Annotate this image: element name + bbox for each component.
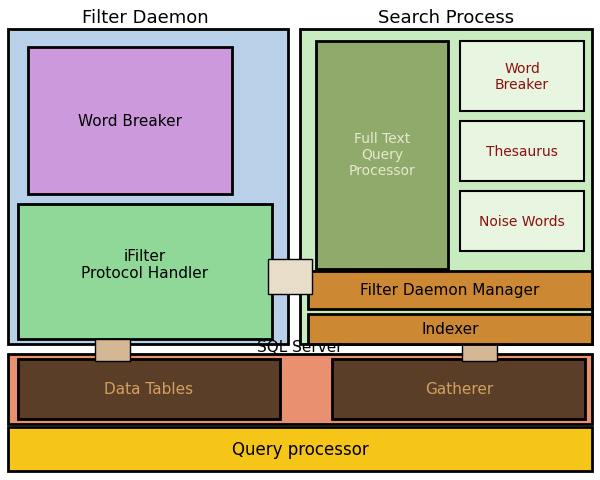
Text: Indexer: Indexer — [421, 322, 479, 337]
Text: Search Process: Search Process — [378, 9, 514, 27]
Bar — [18, 359, 280, 419]
Bar — [300, 30, 592, 344]
Bar — [95, 339, 130, 361]
Bar — [18, 204, 272, 339]
Text: Data Tables: Data Tables — [104, 382, 194, 396]
Text: Full Text
Query
Processor: Full Text Query Processor — [349, 132, 415, 178]
Bar — [8, 427, 592, 471]
Bar — [268, 260, 312, 294]
Text: Word
Breaker: Word Breaker — [495, 62, 549, 92]
Text: Gatherer: Gatherer — [425, 382, 493, 396]
Bar — [8, 354, 592, 424]
Bar — [460, 192, 584, 252]
Bar — [308, 314, 592, 344]
Text: Noise Words: Noise Words — [479, 215, 565, 228]
Text: SQL Server: SQL Server — [257, 340, 343, 355]
Bar — [332, 359, 585, 419]
Bar — [8, 30, 288, 344]
Text: Query processor: Query processor — [232, 440, 368, 458]
Bar — [308, 271, 592, 309]
Text: Filter Daemon Manager: Filter Daemon Manager — [361, 283, 539, 298]
Text: Word Breaker: Word Breaker — [78, 114, 182, 129]
Bar — [28, 48, 232, 194]
Text: Filter Daemon: Filter Daemon — [82, 9, 208, 27]
Bar — [462, 339, 497, 361]
Bar — [460, 42, 584, 112]
Text: Thesaurus: Thesaurus — [486, 144, 558, 159]
Bar — [316, 42, 448, 269]
Bar — [460, 122, 584, 181]
Text: iFilter
Protocol Handler: iFilter Protocol Handler — [82, 248, 209, 281]
